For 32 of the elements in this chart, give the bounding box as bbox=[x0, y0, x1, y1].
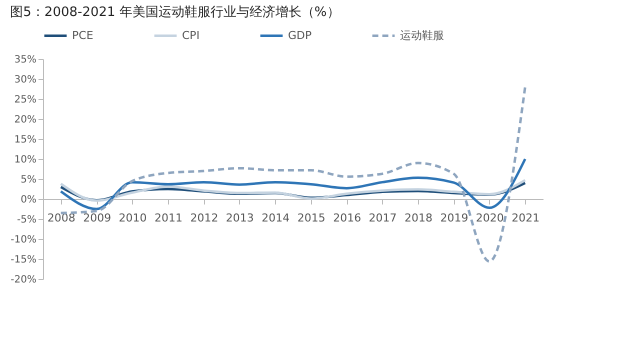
legend-label: 运动鞋服 bbox=[400, 28, 444, 42]
y-tick-label: 15% bbox=[14, 134, 36, 146]
y-tick-label: -20% bbox=[10, 274, 36, 286]
x-tick-label: 2018 bbox=[404, 212, 432, 224]
x-tick-label: 2009 bbox=[83, 212, 112, 224]
legend-label: GDP bbox=[288, 28, 312, 42]
chart-title: 图5：2008-2021 年美国运动鞋服行业与经济增长（%） bbox=[10, 4, 340, 20]
x-tick-label: 2008 bbox=[47, 212, 76, 224]
y-tick-label: -5% bbox=[17, 214, 36, 226]
legend-label: CPI bbox=[182, 28, 200, 42]
x-tick-label: 2021 bbox=[512, 212, 540, 224]
x-tick-label: 2013 bbox=[226, 212, 254, 224]
y-tick-label: -15% bbox=[10, 254, 36, 266]
y-tick-label: 25% bbox=[14, 94, 36, 106]
y-tick-label: -10% bbox=[10, 234, 36, 246]
y-tick-label: 35% bbox=[14, 54, 36, 66]
x-tick-label: 2015 bbox=[297, 212, 326, 224]
y-tick-label: 20% bbox=[14, 114, 36, 126]
y-tick-label: 10% bbox=[14, 154, 36, 166]
x-tick-label: 2011 bbox=[154, 212, 182, 224]
y-tick-label: 5% bbox=[20, 174, 36, 186]
x-tick-label: 2010 bbox=[118, 212, 147, 224]
y-tick-label: 30% bbox=[14, 74, 36, 86]
x-tick-label: 2016 bbox=[333, 212, 362, 224]
y-tick-label: 0% bbox=[20, 194, 36, 206]
x-tick-label: 2019 bbox=[440, 212, 468, 224]
line-series bbox=[60, 158, 526, 210]
legend-label: PCE bbox=[72, 28, 94, 42]
x-tick-label: 2012 bbox=[190, 212, 218, 224]
x-tick-label: 2014 bbox=[262, 212, 290, 224]
x-tick-label: 2020 bbox=[476, 212, 504, 224]
x-tick-label: 2017 bbox=[368, 212, 397, 224]
